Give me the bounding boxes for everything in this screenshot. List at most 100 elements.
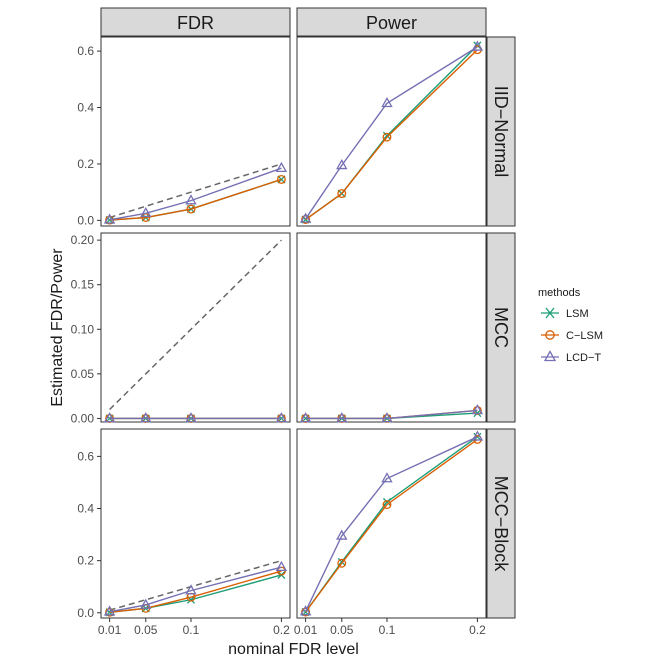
- y-tick-label: 0.6: [77, 44, 94, 58]
- legend-label: LSM: [566, 308, 589, 320]
- y-axis-title: Estimated FDR/Power: [49, 248, 66, 407]
- strip-power: [296, 7, 487, 37]
- x-tick-label: 0.05: [330, 623, 354, 637]
- legend-label: C−LSM: [566, 330, 603, 342]
- strip-mcc: [486, 232, 516, 423]
- y-tick-label: 0.4: [77, 502, 94, 516]
- data-point-triangle: [336, 412, 348, 423]
- data-point-triangle: [275, 161, 288, 173]
- data-point-triangle: [381, 96, 393, 108]
- data-point-triangle: [471, 40, 484, 51]
- strip-label-power: Power: [366, 13, 417, 33]
- reference-line: [109, 559, 282, 611]
- reference-line: [109, 239, 282, 411]
- series-c-lsm: [105, 566, 286, 617]
- strip-label-iid-normal: IID−Normal: [491, 86, 511, 178]
- series-lsm: [105, 175, 286, 225]
- data-point-triangle: [336, 529, 348, 540]
- series-lsm: [301, 409, 482, 423]
- x-tick-label: 0.01: [294, 623, 318, 637]
- legend-entry-lcd-t: LCD−T: [541, 350, 601, 364]
- panel-r1-c0: 0.00 0.05 0.10 0.15 0.20: [71, 233, 288, 425]
- data-point-circle: [337, 558, 347, 568]
- y-tick-label: 0.0: [77, 213, 94, 227]
- legend-marker-circle: [545, 330, 555, 340]
- data-point-triangle: [185, 412, 197, 423]
- data-point-triangle: [299, 605, 312, 616]
- series-lcd-t: [299, 430, 484, 616]
- series-c-lsm: [105, 175, 286, 225]
- series-lsm: [301, 432, 482, 617]
- series-line: [305, 436, 478, 613]
- x-tick-label: 0.2: [469, 623, 486, 637]
- data-point-triangle: [471, 430, 484, 441]
- x-tick-label: 0.2: [273, 623, 290, 637]
- strip-label-mcc: MCC: [491, 307, 511, 348]
- series-line: [109, 566, 282, 613]
- panel-frame: [100, 36, 291, 227]
- series-lcd-t: [103, 560, 288, 616]
- data-point-circle: [382, 500, 392, 510]
- x-tick-label: 0.05: [134, 623, 158, 637]
- strip-fdr: [100, 7, 291, 37]
- strip-label-mcc-block: MCC−Block: [491, 476, 511, 573]
- series-line: [109, 178, 282, 221]
- data-point-triangle: [275, 412, 288, 423]
- series-line: [305, 409, 478, 420]
- panel-r2-c1: [299, 430, 484, 617]
- series-line: [109, 167, 282, 221]
- data-point-triangle: [103, 605, 116, 616]
- panel-frame: [296, 232, 487, 423]
- data-point-triangle: [336, 159, 348, 170]
- panel-frame: [100, 232, 291, 423]
- y-tick-label: 0.15: [71, 278, 95, 292]
- panel-r0-c0: 0.0 0.2 0.4 0.6: [77, 44, 288, 227]
- series-c-lsm: [301, 434, 482, 617]
- series-line: [109, 178, 282, 221]
- data-point-circle: [382, 132, 392, 142]
- strip-mcc-block: [486, 428, 516, 619]
- data-point-x: [382, 131, 392, 140]
- strip-label-fdr: FDR: [177, 13, 214, 33]
- panel-frame: [296, 36, 487, 227]
- data-point-triangle: [140, 412, 152, 423]
- data-point-triangle: [103, 412, 116, 423]
- panel-r2-c0: 0.0 0.2 0.4 0.6: [77, 449, 288, 620]
- x-tick-label: 0.1: [379, 623, 396, 637]
- x-tick-label: 0.01: [98, 623, 122, 637]
- data-point-triangle: [185, 584, 197, 595]
- data-point-circle: [105, 215, 115, 225]
- data-point-triangle: [140, 598, 152, 609]
- legend-title: methods: [538, 287, 581, 299]
- series-line: [305, 49, 478, 221]
- series-lcd-t: [103, 412, 288, 423]
- y-tick-label: 0.20: [71, 233, 95, 247]
- strip-iid-normal: [486, 36, 516, 227]
- series-line: [305, 438, 478, 613]
- panel-r0-c1: [299, 40, 484, 224]
- data-point-triangle: [275, 560, 288, 572]
- panel-r1-c1: [299, 404, 484, 423]
- legend-entry-lsm: LSM: [541, 307, 589, 320]
- y-tick-label: 0.2: [77, 554, 94, 568]
- data-point-triangle: [140, 206, 152, 218]
- legend-label: LCD−T: [566, 352, 601, 364]
- data-point-circle: [186, 204, 196, 214]
- x-axis-title: nominal FDR level: [228, 641, 359, 658]
- reference-line: [109, 163, 282, 219]
- y-tick-label: 0.05: [71, 367, 95, 381]
- data-point-triangle: [381, 472, 393, 483]
- legend: methods LSM C−LSM LCD−T: [538, 287, 603, 364]
- data-point-triangle: [381, 412, 393, 423]
- y-tick-label: 0.00: [71, 411, 95, 425]
- data-point-triangle: [299, 412, 312, 423]
- data-point-x: [382, 497, 392, 507]
- series-line: [305, 46, 478, 220]
- series-lcd-t: [103, 161, 288, 224]
- panel-frame: [100, 428, 291, 619]
- series-c-lsm: [301, 45, 482, 224]
- series-lcd-t: [299, 404, 484, 423]
- y-tick-label: 0.10: [71, 322, 95, 336]
- data-point-triangle: [299, 212, 312, 223]
